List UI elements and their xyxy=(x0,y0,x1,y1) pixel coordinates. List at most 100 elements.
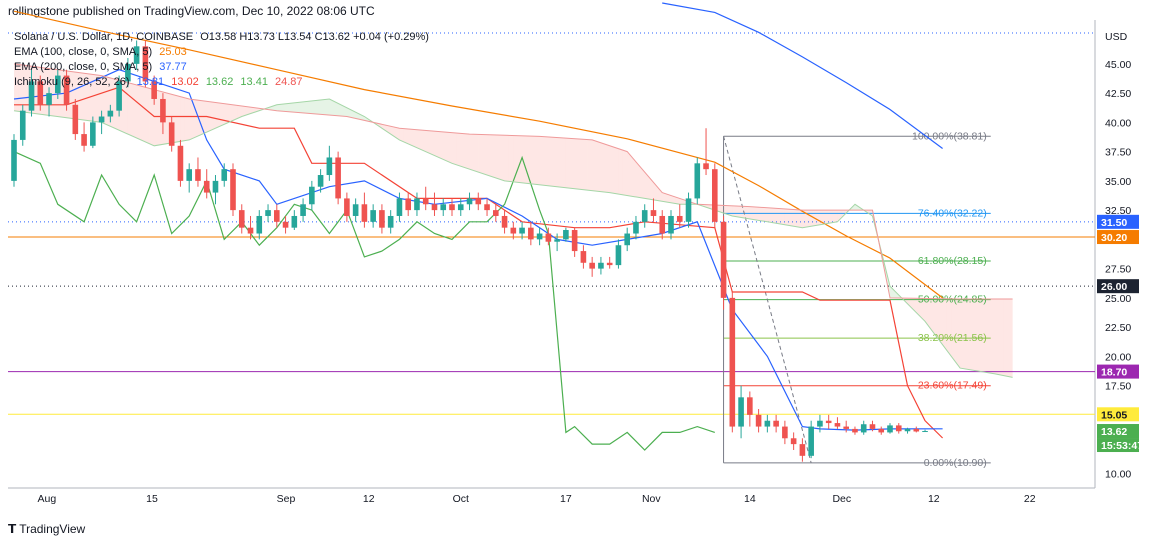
ichimoku-cloud-segment xyxy=(758,207,763,222)
candle xyxy=(81,122,87,152)
candle-body xyxy=(335,157,341,199)
legend-ema200-value: 37.77 xyxy=(159,61,187,73)
candle xyxy=(335,151,341,205)
footer-brand[interactable]: 𝗧 TradingView xyxy=(8,522,85,536)
tradingview-logo-icon: 𝗧 xyxy=(8,522,16,536)
ichimoku-cloud-segment xyxy=(298,101,304,113)
ichimoku-cloud-segment xyxy=(771,208,777,224)
ichimoku-cloud-segment xyxy=(574,138,580,190)
fib-level-label: 0.00%(10.90) xyxy=(924,457,987,469)
ichimoku-cloud-segment xyxy=(995,299,1000,375)
ichimoku-cloud-segment xyxy=(806,210,812,227)
candle-body xyxy=(729,297,736,427)
ichimoku-base-line xyxy=(14,86,944,439)
ichimoku-cloud-segment xyxy=(614,147,619,195)
candle-body xyxy=(98,116,105,123)
ichimoku-cloud-segment xyxy=(833,210,838,223)
ichimoku-span_a-line xyxy=(13,98,1013,378)
ichimoku-cloud-segment xyxy=(145,87,150,144)
candle-body xyxy=(133,46,140,64)
candle xyxy=(361,192,368,228)
ichimoku-cloud-segment xyxy=(802,210,807,228)
candle-body xyxy=(317,175,324,187)
ichimoku-cloud-segment xyxy=(342,105,347,117)
candle-body xyxy=(913,428,920,432)
ichimoku-cloud-segment xyxy=(986,299,991,374)
ichimoku-cloud-segment xyxy=(640,166,645,199)
candle xyxy=(519,221,525,240)
candle xyxy=(63,69,70,111)
candle-body xyxy=(247,227,254,234)
candle-body xyxy=(598,262,604,269)
price-label: 18.70 xyxy=(1097,364,1139,379)
candle-body xyxy=(895,425,902,432)
fib-level-label: 76.40%(32.22) xyxy=(918,207,987,219)
ichimoku-cloud-segment xyxy=(141,86,146,142)
price-label-text: 26.00 xyxy=(1101,281,1127,293)
ichimoku-cloud-segment xyxy=(666,194,671,203)
price-label-text: 31.50 xyxy=(1101,217,1127,229)
candle-body xyxy=(817,420,823,427)
candle xyxy=(405,192,411,216)
price-label-text: 13.62 xyxy=(1101,426,1127,438)
price-label: 15:53:47 xyxy=(1097,438,1143,453)
ichimoku-cloud-segment xyxy=(938,298,943,345)
candle xyxy=(221,163,228,187)
ichimoku-cloud-segment xyxy=(303,101,308,114)
ichimoku-cloud-segment xyxy=(132,83,137,138)
ichimoku-cloud-segment xyxy=(399,128,404,142)
candle xyxy=(414,192,420,216)
ichimoku-cloud-segment xyxy=(508,135,514,182)
candle xyxy=(291,210,298,231)
candle-body xyxy=(536,233,543,240)
x-tick-label: 12 xyxy=(928,493,940,505)
y-tick-label: 45.00 xyxy=(1105,59,1131,71)
candle-body xyxy=(904,428,911,432)
candle xyxy=(641,204,648,228)
ichimoku-cloud-segment xyxy=(517,135,523,183)
candle xyxy=(790,432,797,450)
legend-ema100-value: 25.03 xyxy=(159,46,187,58)
candle-body xyxy=(230,169,236,211)
candle-body xyxy=(685,198,692,222)
candle xyxy=(387,210,394,234)
ichimoku-cloud-segment xyxy=(149,88,155,146)
candle-body xyxy=(256,215,263,234)
price-label-bg xyxy=(1097,214,1139,229)
ichimoku-cloud-segment xyxy=(946,298,952,357)
candle xyxy=(773,414,779,433)
candle-body xyxy=(782,426,788,439)
candle-body xyxy=(344,198,350,216)
candle xyxy=(685,192,692,228)
ichimoku-cloud-segment xyxy=(333,101,339,116)
ichimoku-cloud-segment xyxy=(745,206,750,219)
ichimoku-cloud-segment xyxy=(281,103,286,112)
ichimoku-cloud-segment xyxy=(951,298,956,363)
candle xyxy=(598,256,604,275)
legend-ichimoku: Ichimoku (9, 26, 52, 26) 13.81 13.02 13.… xyxy=(14,75,307,89)
ichimoku-cloud-segment xyxy=(18,64,23,112)
y-tick-label: 22.50 xyxy=(1105,322,1131,334)
ichimoku-cloud-segment xyxy=(224,103,229,125)
candle xyxy=(563,227,569,242)
ema200-line xyxy=(662,2,943,149)
candle xyxy=(799,438,806,462)
ichimoku-cloud-segment xyxy=(285,103,290,112)
ichimoku-cloud-segment xyxy=(123,81,128,135)
candle xyxy=(116,75,122,117)
ichimoku-cloud-segment xyxy=(916,298,921,317)
ema100-line xyxy=(13,10,943,299)
candle xyxy=(738,385,744,439)
ichimoku-cloud-segment xyxy=(495,134,501,180)
candle-body xyxy=(843,426,849,429)
candle-body xyxy=(799,444,806,456)
candle-body xyxy=(834,423,841,427)
ichimoku-cloud-segment xyxy=(723,205,728,215)
ichimoku-cloud-segment xyxy=(443,131,448,162)
candle xyxy=(98,110,105,135)
candle xyxy=(133,40,140,70)
legend-symbol: Solana / U.S. Dollar, 1D, COINBASE O13.5… xyxy=(14,30,433,44)
candle xyxy=(230,163,236,216)
candle-body xyxy=(370,210,376,222)
